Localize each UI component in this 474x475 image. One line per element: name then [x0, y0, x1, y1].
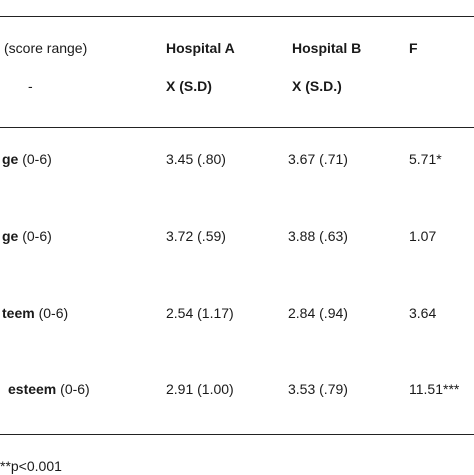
header-hospital-a: Hospital A [166, 40, 235, 56]
row-2-f: 1.07 [409, 228, 437, 244]
row-2-label: ge (0-6) [2, 228, 52, 244]
header-rule [0, 127, 474, 128]
top-rule [0, 16, 474, 17]
row-4-label: esteem (0-6) [8, 381, 90, 397]
row-2-hospital-a: 3.72 (.59) [166, 228, 226, 244]
row-3-hospital-b: 2.84 (.94) [288, 305, 348, 321]
row-4-f: 11.51*** [409, 381, 460, 397]
bottom-rule [0, 434, 474, 435]
row-4-hospital-b: 3.53 (.79) [288, 381, 348, 397]
footnote: **p<0.001 [0, 458, 62, 474]
header-hospital-a-sub: X (S.D) [166, 78, 212, 94]
row-3-label: teem (0-6) [2, 305, 69, 321]
row-4-hospital-a: 2.91 (1.00) [166, 381, 234, 397]
row-2-hospital-b: 3.88 (.63) [288, 228, 348, 244]
header-hospital-b: Hospital B [292, 40, 362, 56]
header-dash: - [28, 78, 33, 94]
row-1-hospital-b: 3.67 (.71) [288, 151, 348, 167]
row-3-f: 3.64 [409, 305, 437, 321]
row-1-f: 5.71* [409, 151, 442, 167]
header-f: F [409, 40, 418, 56]
row-1-label: ge (0-6) [2, 151, 52, 167]
row-1-hospital-a: 3.45 (.80) [166, 151, 226, 167]
row-3-hospital-a: 2.54 (1.17) [166, 305, 234, 321]
header-hospital-b-sub: X (S.D.) [292, 78, 342, 94]
header-score-range: (score range) [4, 40, 88, 56]
